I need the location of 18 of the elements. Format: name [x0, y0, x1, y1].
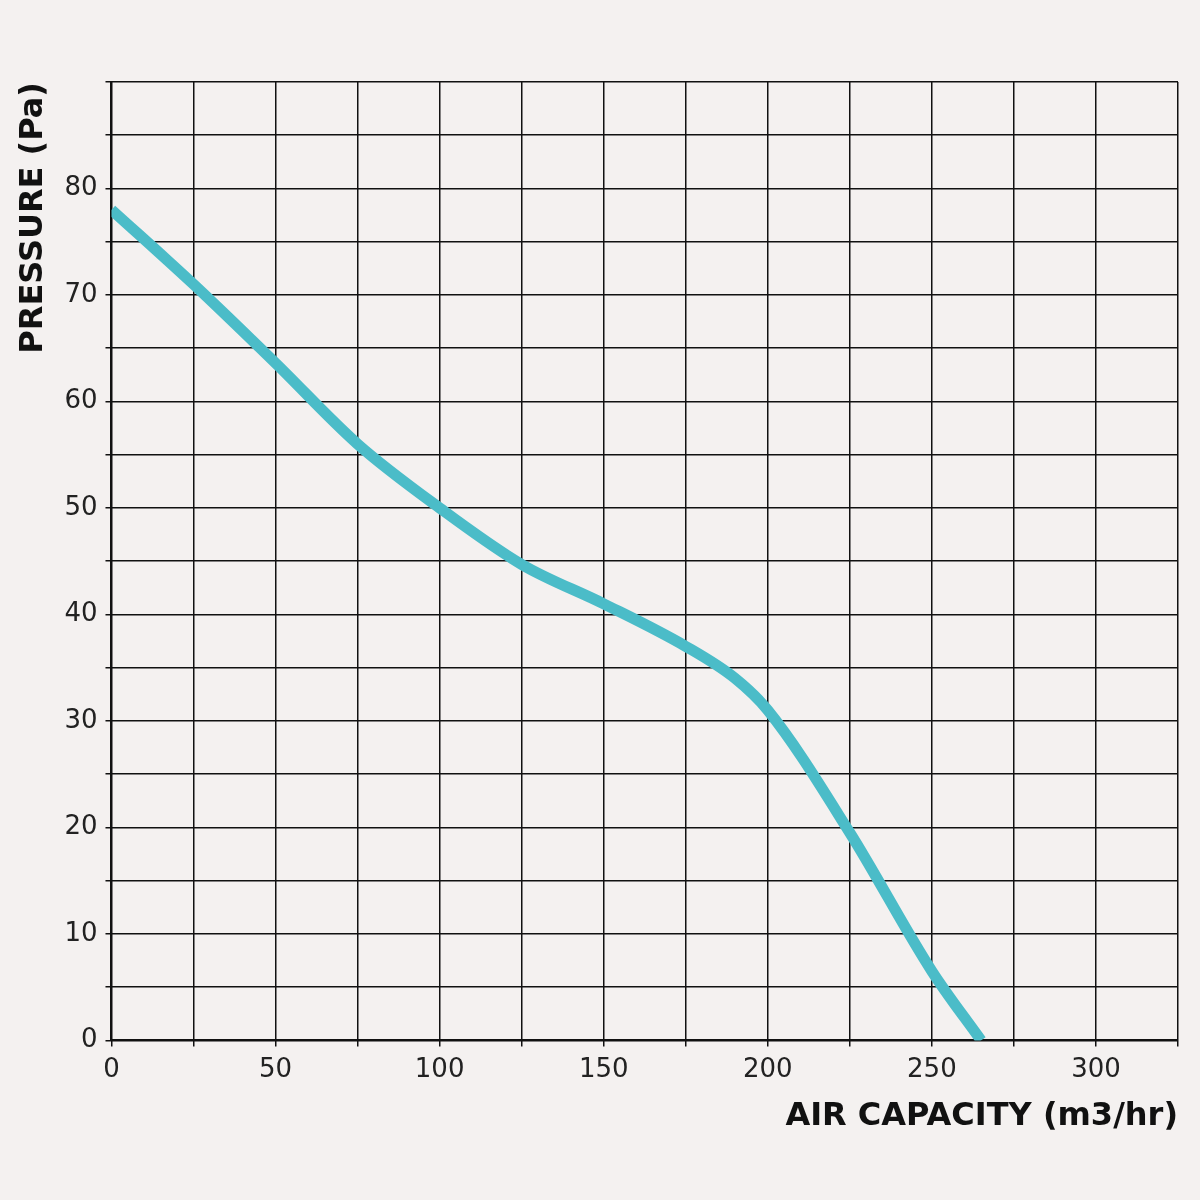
y-axis-title: PRESSURE (Pa)	[11, 82, 50, 354]
x-tick-label: 250	[907, 1052, 957, 1083]
y-tick-label: 80	[64, 171, 98, 202]
x-tick-label: 200	[742, 1052, 793, 1083]
x-tick-label: 50	[259, 1052, 293, 1083]
y-tick-label: 70	[64, 277, 98, 308]
y-tick-label: 30	[64, 703, 98, 734]
y-tick-label: 60	[64, 384, 98, 415]
y-tick-label: 20	[64, 810, 98, 841]
x-axis-title: AIR CAPACITY (m3/hr)	[785, 1095, 1178, 1134]
y-tick-label: 10	[64, 916, 98, 947]
y-tick-label: 0	[80, 1023, 98, 1054]
x-tick-label: 300	[1071, 1052, 1121, 1083]
x-tick-label: 100	[414, 1052, 465, 1083]
x-tick-label: 150	[578, 1052, 629, 1083]
x-tick-label: 0	[103, 1052, 120, 1083]
y-tick-label: 40	[64, 597, 98, 628]
y-tick-label: 50	[64, 490, 98, 521]
